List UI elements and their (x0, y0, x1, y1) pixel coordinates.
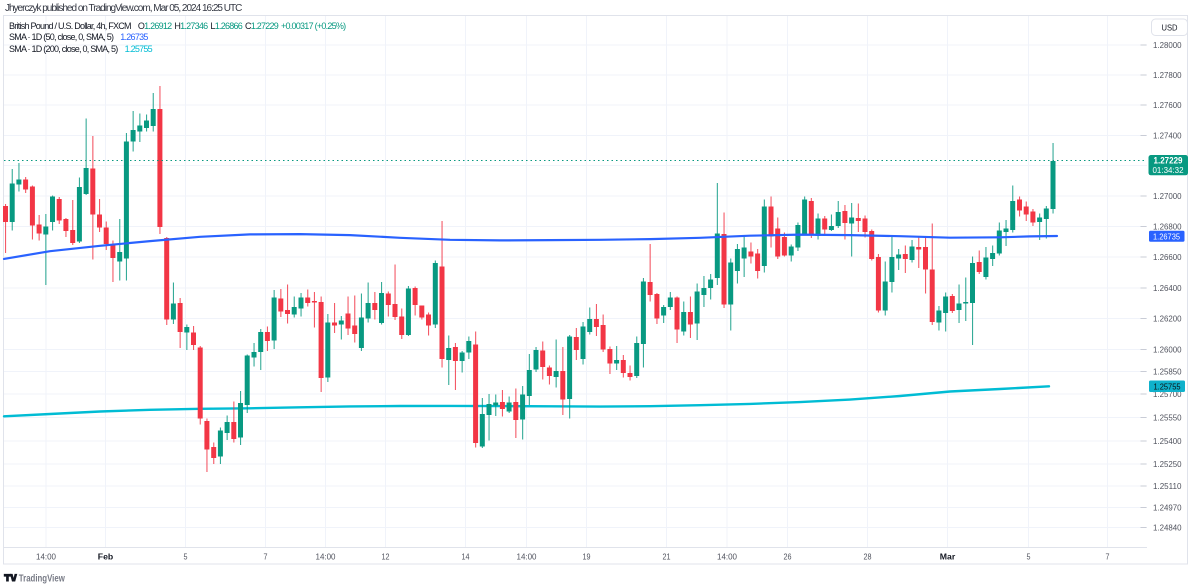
svg-text:1.26600: 1.26600 (1153, 252, 1182, 262)
svg-text:1.25850: 1.25850 (1153, 367, 1182, 377)
svg-text:7: 7 (1106, 552, 1110, 562)
svg-text:1.25250: 1.25250 (1153, 459, 1182, 469)
svg-text:14:00: 14:00 (717, 552, 737, 562)
svg-text:1.25755: 1.25755 (1154, 381, 1181, 391)
svg-text:01:34:32: 01:34:32 (1153, 165, 1184, 175)
svg-text:1.26000: 1.26000 (1153, 345, 1182, 355)
svg-text:Feb: Feb (98, 552, 113, 562)
svg-text:14:00: 14:00 (316, 552, 336, 562)
svg-text:12: 12 (382, 552, 390, 562)
svg-text:USD: USD (1162, 23, 1178, 33)
svg-text:1.26735: 1.26735 (1153, 231, 1180, 241)
svg-text:5: 5 (184, 552, 188, 562)
svg-text:1.27400: 1.27400 (1153, 131, 1182, 141)
svg-text:28: 28 (864, 552, 872, 562)
svg-text:1.24970: 1.24970 (1153, 503, 1182, 513)
svg-text:7: 7 (264, 552, 268, 562)
svg-text:1.25400: 1.25400 (1153, 436, 1182, 446)
svg-text:TradingView: TradingView (19, 573, 65, 584)
svg-text:14:00: 14:00 (36, 552, 56, 562)
svg-text:1.27600: 1.27600 (1153, 100, 1182, 110)
svg-text:1.25550: 1.25550 (1153, 413, 1182, 423)
svg-text:1.26800: 1.26800 (1153, 222, 1182, 232)
svg-text:14:00: 14:00 (517, 552, 537, 562)
svg-text:1.24840: 1.24840 (1153, 523, 1182, 533)
svg-text:1.28000: 1.28000 (1153, 40, 1182, 50)
svg-text:1.26400: 1.26400 (1153, 283, 1182, 293)
svg-text:21: 21 (663, 552, 671, 562)
svg-text:Mar: Mar (940, 552, 956, 562)
svg-text:1.25110: 1.25110 (1153, 481, 1182, 491)
svg-text:5: 5 (1027, 552, 1031, 562)
svg-text:26: 26 (784, 552, 792, 562)
svg-text:1.26200: 1.26200 (1153, 314, 1182, 324)
svg-text:1.27800: 1.27800 (1153, 70, 1182, 80)
svg-text:14: 14 (462, 552, 470, 562)
svg-text:1.25700: 1.25700 (1153, 389, 1182, 399)
svg-text:1.27000: 1.27000 (1153, 191, 1182, 201)
svg-text:1.27229: 1.27229 (1154, 156, 1183, 166)
svg-text:19: 19 (583, 552, 591, 562)
